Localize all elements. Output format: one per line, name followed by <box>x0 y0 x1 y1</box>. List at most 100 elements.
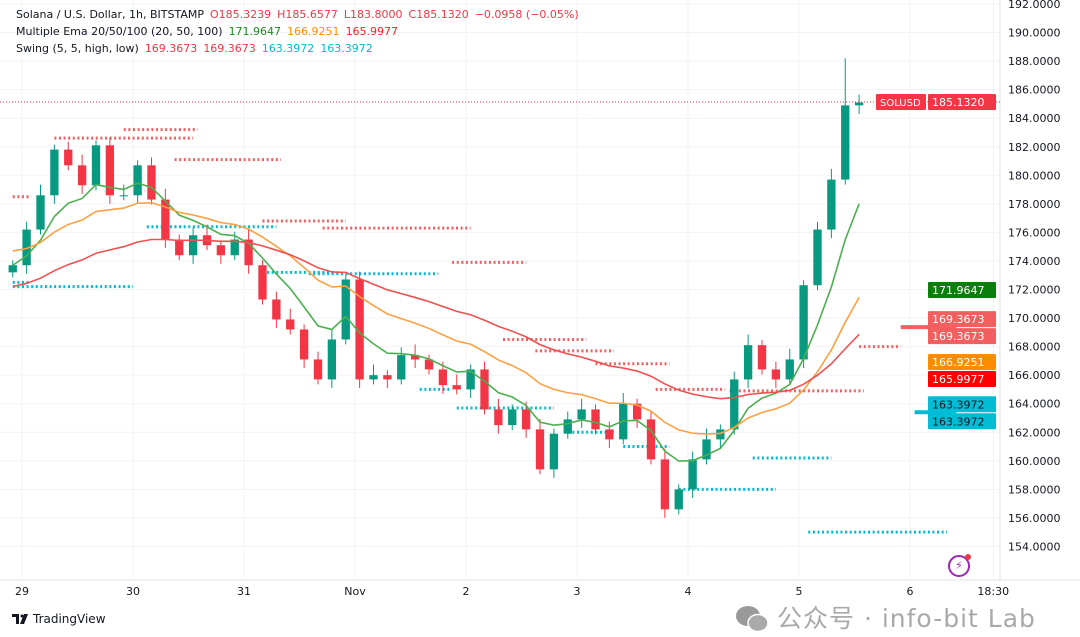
ema20-value: 171.9647 <box>228 25 282 38</box>
candle-body <box>674 489 683 510</box>
ema-legend[interactable]: Multiple Ema 20/50/100 (20, 50, 100) 171.… <box>16 23 585 40</box>
swing-value-2: 169.3673 <box>203 42 256 55</box>
wechat-icon <box>736 606 769 633</box>
candle-body <box>383 375 392 380</box>
candle-body <box>605 429 614 440</box>
swing-label: Swing (5, 5, high, low) <box>16 42 139 55</box>
candle-body <box>147 165 156 200</box>
price-label-bg <box>928 328 996 345</box>
candle-body <box>438 369 448 386</box>
y-tick-label: 180.0000 <box>1008 169 1061 182</box>
low-value: L183.8000 <box>343 8 403 21</box>
candle-body <box>119 195 128 197</box>
y-tick-label: 154.0000 <box>1008 540 1061 553</box>
candle-body <box>230 239 239 256</box>
candle-body <box>771 369 781 380</box>
ema50-line <box>12 202 860 435</box>
candle-body <box>702 439 711 460</box>
candle-body <box>494 409 503 426</box>
symbol-tag: SOLUSD <box>880 98 921 109</box>
candle-body <box>757 345 767 370</box>
candle-body <box>480 369 489 410</box>
y-tick-label: 190.0000 <box>1008 27 1061 40</box>
y-tick-label: 166.0000 <box>1008 369 1061 382</box>
candle-body <box>77 165 87 186</box>
ema50-value: 166.9251 <box>287 25 340 38</box>
symbol-title: Solana / U.S. Dollar, 1h, BITSTAMP <box>16 8 204 21</box>
candle-body <box>854 102 864 106</box>
price-label-value: 169.3673 <box>932 330 985 343</box>
price-label-bg <box>928 413 996 430</box>
candle-body <box>188 235 198 256</box>
candle-body <box>466 369 475 390</box>
candle-body <box>299 329 309 360</box>
candle-body <box>577 409 586 420</box>
candle-body <box>369 375 378 380</box>
price-label-bg <box>928 282 996 299</box>
candle-body <box>244 239 253 266</box>
candle-body <box>549 433 559 470</box>
symbol-tag-bg <box>876 94 926 111</box>
candle-body <box>22 229 31 266</box>
y-tick-label: 168.0000 <box>1008 341 1061 354</box>
y-tick-label: 192.0000 <box>1008 0 1061 11</box>
price-label-1: 171.9647 <box>928 282 996 299</box>
candle-body <box>161 199 170 240</box>
tradingview-icon <box>12 614 28 624</box>
candle-body <box>410 355 420 360</box>
lightning-icon[interactable]: ⚡ <box>948 554 971 577</box>
candle-body <box>50 149 59 196</box>
swing-legend[interactable]: Swing (5, 5, high, low) 169.3673 169.3673 1… <box>16 40 585 57</box>
watermark: 公众号 · info-bit Lab <box>735 604 1036 634</box>
price-label-value: 171.9647 <box>932 284 985 297</box>
ema100-line <box>12 238 860 400</box>
x-tick-label: 18:30 <box>977 585 1009 598</box>
notification-dot <box>965 554 971 560</box>
candle-body <box>424 359 434 370</box>
price-label-3: 169.3673 <box>928 328 996 345</box>
candle-body <box>327 339 337 380</box>
candle-body <box>91 145 101 186</box>
x-tick-label: 3 <box>574 585 581 598</box>
x-tick-label: 29 <box>15 585 29 598</box>
candle-body <box>105 145 115 196</box>
tradingview-logo[interactable]: TradingView <box>12 612 106 626</box>
candle-body <box>521 409 531 430</box>
y-tick-label: 158.0000 <box>1008 483 1061 496</box>
price-label-value: 185.1320 <box>932 96 985 109</box>
change-value: −0.0958 (−0.05%) <box>474 8 579 21</box>
price-label-5: 165.9977 <box>928 370 996 387</box>
candle-body <box>397 355 406 380</box>
candle-body <box>36 195 45 230</box>
y-tick-label: 164.0000 <box>1008 398 1061 411</box>
y-tick-label: 178.0000 <box>1008 198 1061 211</box>
y-tick-label: 176.0000 <box>1008 226 1061 239</box>
price-label-0: 185.1320 SOLUSD <box>876 94 996 111</box>
logo-text: TradingView <box>33 612 106 626</box>
candle-body <box>591 409 600 430</box>
x-tick-label: 4 <box>685 585 692 598</box>
candle-body <box>355 279 364 380</box>
candle-body <box>813 229 822 286</box>
ema100-value: 165.9977 <box>345 25 399 38</box>
y-tick-label: 170.0000 <box>1008 312 1061 325</box>
swing-value-4: 163.3972 <box>320 42 373 55</box>
price-label-value: 165.9977 <box>932 373 985 386</box>
close-value: C185.1320 <box>408 8 469 21</box>
price-label-7: 163.3972 <box>928 413 996 430</box>
x-tick-label: 30 <box>126 585 140 598</box>
candle-body <box>8 265 17 273</box>
candle-body <box>286 319 295 330</box>
price-label-value: 169.3673 <box>932 313 985 326</box>
candle-body <box>175 239 184 256</box>
candle-body <box>660 459 670 510</box>
price-label-6: 163.3972 <box>928 396 996 413</box>
candle-body <box>508 409 517 426</box>
x-tick-label: 5 <box>796 585 803 598</box>
watermark-text: 公众号 · info-bit Lab <box>777 604 1036 633</box>
candle-body <box>799 285 808 360</box>
chart-legend: Solana / U.S. Dollar, 1h, BITSTAMP O185.3… <box>16 6 585 57</box>
x-tick-label: 2 <box>463 585 470 598</box>
x-tick-label: 6 <box>907 585 914 598</box>
